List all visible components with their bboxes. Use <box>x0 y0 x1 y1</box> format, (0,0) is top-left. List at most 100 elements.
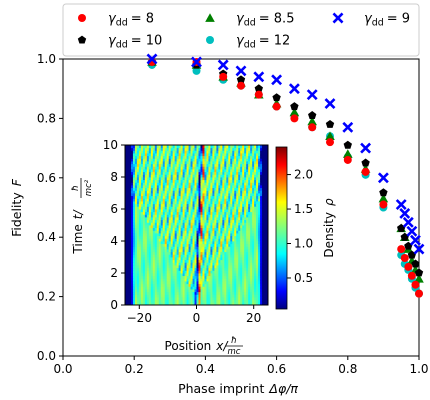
density-cell <box>132 281 136 285</box>
density-cell <box>176 302 180 305</box>
density-cell <box>206 251 209 255</box>
density-cell <box>208 275 211 279</box>
density-cell <box>158 281 162 285</box>
density-cell <box>178 182 182 186</box>
density-cell <box>166 158 170 162</box>
density-cell <box>146 179 150 183</box>
density-cell <box>266 187 268 191</box>
density-cell <box>242 297 245 301</box>
density-cell <box>196 190 199 194</box>
density-cell <box>244 177 247 181</box>
density-cell <box>184 286 187 290</box>
density-cell <box>126 270 130 274</box>
density-cell <box>126 169 130 173</box>
density-cell <box>210 217 213 221</box>
density-cell <box>216 174 219 178</box>
density-cell <box>208 201 211 205</box>
density-cell <box>152 249 156 253</box>
density-cell <box>134 270 138 274</box>
density-cell <box>216 163 219 167</box>
density-cell <box>254 174 257 178</box>
density-cell <box>260 161 263 165</box>
density-cell <box>182 153 185 157</box>
density-cell <box>188 214 191 218</box>
density-cell <box>240 294 243 298</box>
density-cell <box>136 273 140 277</box>
density-cell <box>128 243 132 247</box>
density-cell <box>164 286 168 290</box>
density-cell <box>164 177 168 181</box>
density-cell <box>260 246 263 250</box>
density-cell <box>228 225 231 229</box>
density-cell <box>156 222 160 226</box>
density-cell <box>214 241 217 245</box>
density-cell <box>206 193 209 197</box>
density-cell <box>144 163 148 167</box>
density-cell <box>182 211 185 215</box>
density-cell <box>212 243 215 247</box>
density-cell <box>194 206 197 210</box>
density-cell <box>162 249 166 253</box>
inset-y-tick-label: 6 <box>110 202 118 216</box>
density-cell <box>125 174 128 178</box>
density-cell <box>212 227 215 231</box>
density-cell <box>242 225 245 229</box>
density-cell <box>262 267 265 271</box>
density-cell <box>152 299 156 303</box>
density-cell <box>266 150 268 154</box>
density-cell <box>168 241 172 245</box>
data-point <box>379 188 388 197</box>
density-cell <box>206 238 209 242</box>
density-cell <box>222 190 225 194</box>
density-cell <box>184 249 187 253</box>
density-cell <box>182 182 185 186</box>
density-cell <box>242 166 245 170</box>
density-cell <box>222 243 225 247</box>
density-cell <box>262 174 265 178</box>
density-cell <box>228 257 231 261</box>
density-cell <box>208 246 211 250</box>
density-cell <box>248 262 251 266</box>
density-cell <box>224 286 227 290</box>
density-cell <box>198 147 201 151</box>
density-cell <box>206 195 209 199</box>
density-cell <box>196 297 199 301</box>
density-cell <box>194 265 197 269</box>
density-cell <box>178 243 182 247</box>
density-cell <box>252 254 255 258</box>
density-cell <box>182 195 185 199</box>
density-cell <box>250 174 253 178</box>
density-cell <box>262 286 265 290</box>
density-cell <box>166 278 170 282</box>
density-cell <box>164 257 168 261</box>
density-cell <box>144 201 148 205</box>
density-cell <box>212 249 215 253</box>
density-cell <box>196 145 199 149</box>
density-cell <box>156 259 160 263</box>
density-cell <box>156 257 160 261</box>
density-cell <box>200 209 203 213</box>
density-cell <box>234 171 237 175</box>
density-cell <box>144 257 148 261</box>
density-cell <box>214 225 217 229</box>
density-cell <box>180 193 183 197</box>
density-cell <box>148 238 152 242</box>
density-cell <box>130 251 134 255</box>
density-cell <box>152 281 156 285</box>
density-cell <box>148 262 152 266</box>
density-cell <box>130 291 134 295</box>
density-cell <box>140 235 144 239</box>
density-cell <box>168 275 172 279</box>
density-cell <box>152 163 156 167</box>
density-cell <box>236 291 239 295</box>
density-cell <box>204 174 207 178</box>
density-cell <box>234 190 237 194</box>
density-cell <box>126 198 130 202</box>
density-cell <box>208 243 211 247</box>
density-cell <box>232 249 235 253</box>
density-cell <box>180 179 183 183</box>
density-cell <box>160 283 164 287</box>
density-cell <box>250 190 253 194</box>
density-cell <box>228 243 231 247</box>
data-point <box>254 84 263 93</box>
